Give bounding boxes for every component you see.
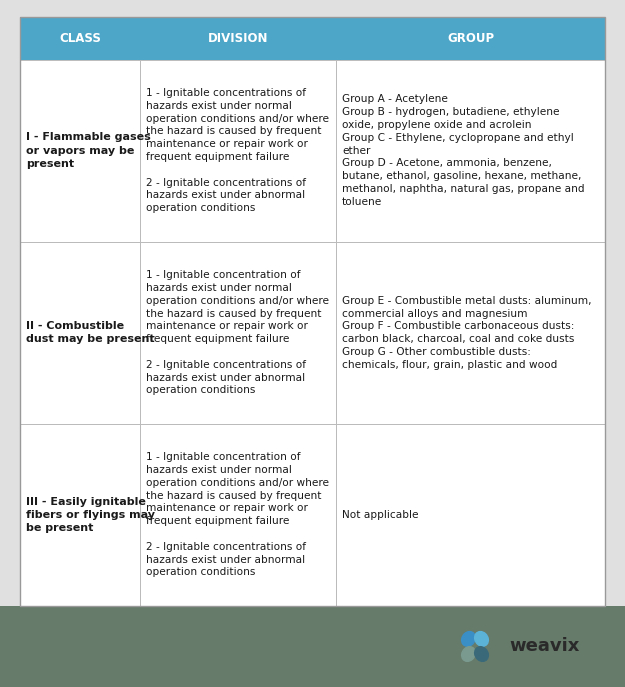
Text: weavix: weavix <box>509 638 580 655</box>
Bar <box>20 424 140 606</box>
Text: DIVISION: DIVISION <box>208 32 268 45</box>
Ellipse shape <box>462 631 476 646</box>
Bar <box>336 242 605 424</box>
Bar <box>140 60 336 242</box>
Bar <box>0 606 625 687</box>
Text: Group A - Acetylene
Group B - hydrogen, butadiene, ethylene
oxide, propylene oxi: Group A - Acetylene Group B - hydrogen, … <box>342 94 585 207</box>
Bar <box>336 60 605 242</box>
Bar <box>20 17 605 606</box>
Text: 1 - Ignitable concentrations of
hazards exist under normal
operation conditions : 1 - Ignitable concentrations of hazards … <box>146 88 329 213</box>
Ellipse shape <box>474 646 488 662</box>
Text: 1 - Ignitable concentration of
hazards exist under normal
operation conditions a: 1 - Ignitable concentration of hazards e… <box>146 452 329 578</box>
Text: Group E - Combustible metal dusts: aluminum,
commercial alloys and magnesium
Gro: Group E - Combustible metal dusts: alumi… <box>342 295 592 370</box>
Ellipse shape <box>462 646 476 662</box>
Text: GROUP: GROUP <box>447 32 494 45</box>
Text: II - Combustible
dust may be present: II - Combustible dust may be present <box>26 321 155 344</box>
Text: CLASS: CLASS <box>59 32 101 45</box>
Bar <box>140 242 336 424</box>
Bar <box>336 424 605 606</box>
Bar <box>20 17 605 60</box>
Ellipse shape <box>474 631 488 646</box>
Bar <box>20 242 140 424</box>
Text: Not applicable: Not applicable <box>342 510 419 520</box>
Text: 1 - Ignitable concentration of
hazards exist under normal
operation conditions a: 1 - Ignitable concentration of hazards e… <box>146 270 329 395</box>
Text: I - Flammable gases
or vapors may be
present: I - Flammable gases or vapors may be pre… <box>26 133 151 169</box>
Bar <box>140 424 336 606</box>
Bar <box>20 17 605 606</box>
Text: III - Easily ignitable
fibers or flyings may
be present: III - Easily ignitable fibers or flyings… <box>26 497 155 533</box>
Bar <box>20 60 140 242</box>
